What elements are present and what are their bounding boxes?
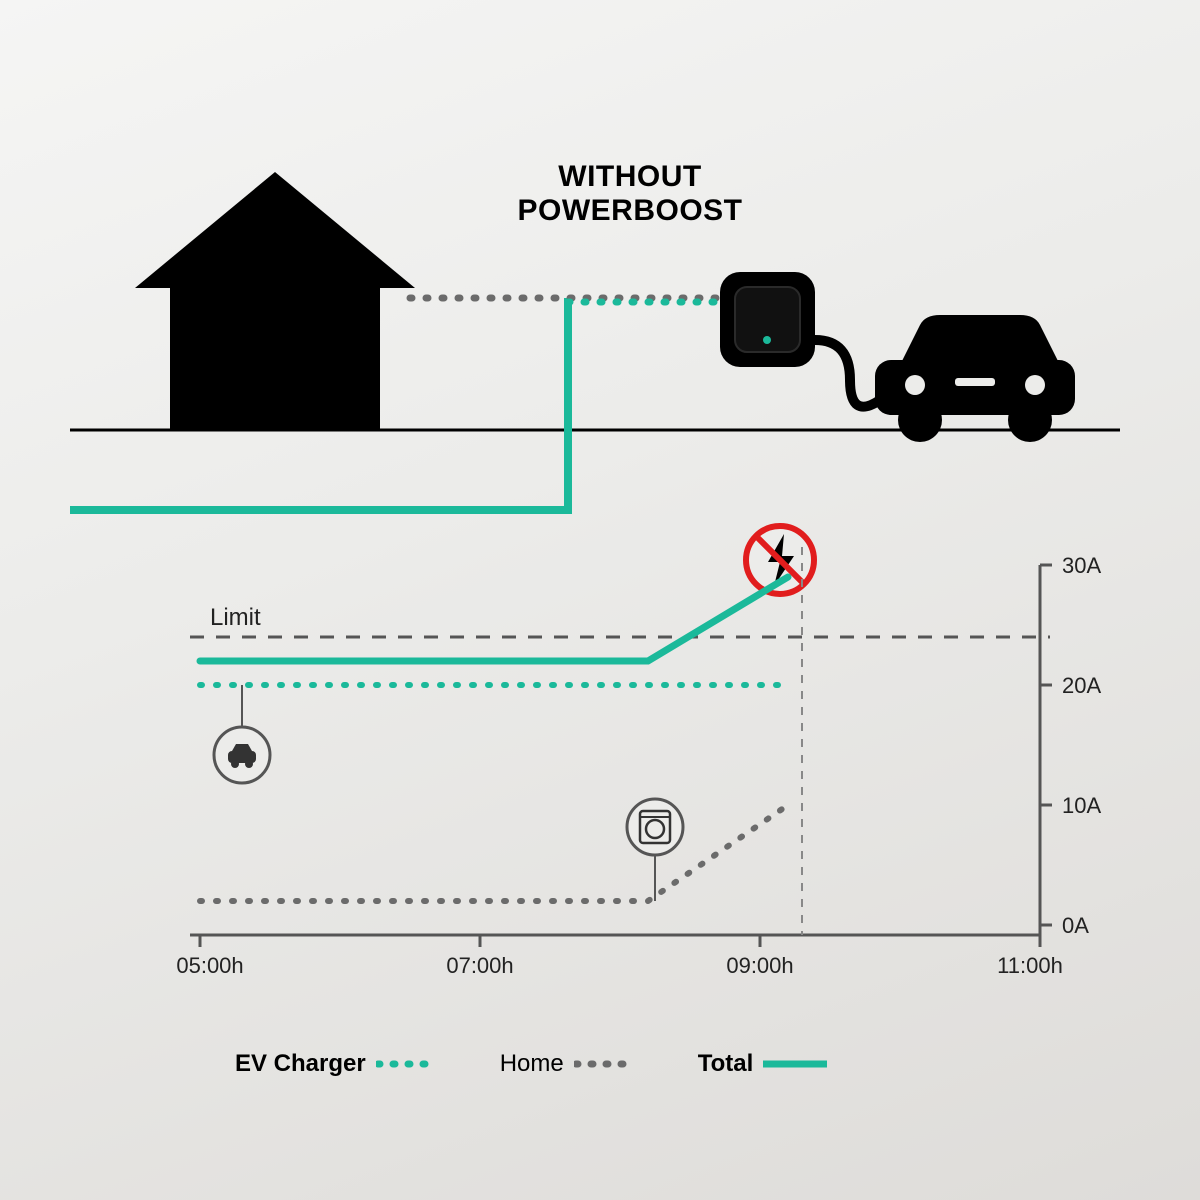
legend-total-label: Total	[698, 1050, 754, 1078]
series-total	[200, 577, 788, 661]
x-ticks: 05:00h 07:00h 09:00h 11:00h	[176, 935, 1062, 978]
ytick-20: 20A	[1062, 673, 1101, 698]
legend-home: Home	[500, 1050, 638, 1078]
ytick-10: 10A	[1062, 793, 1101, 818]
xtick-11: 11:00h	[997, 953, 1063, 978]
house-icon	[135, 172, 415, 430]
series-home	[200, 805, 788, 901]
ytick-0: 0A	[1062, 913, 1089, 938]
xtick-05: 05:00h	[176, 953, 243, 978]
car-icon	[875, 315, 1075, 442]
legend-ev-charger: EV Charger	[235, 1050, 440, 1078]
y-ticks: 0A 10A 20A 30A	[1040, 553, 1101, 938]
xtick-07: 07:00h	[446, 953, 513, 978]
xtick-09: 09:00h	[726, 953, 793, 978]
car-marker-icon	[214, 685, 270, 783]
legend: EV Charger Home Total	[235, 1050, 827, 1078]
wallbox-charger-icon	[720, 272, 880, 407]
legend-total: Total	[698, 1050, 828, 1078]
legend-ev-label: EV Charger	[235, 1050, 366, 1078]
power-chart: 0A 10A 20A 30A 05:00h 07:00h 09:00h 11:0…	[0, 520, 1200, 1000]
ytick-30: 30A	[1062, 553, 1101, 578]
limit-label: Limit	[210, 604, 261, 631]
scene-diagram	[0, 0, 1200, 560]
legend-home-label: Home	[500, 1050, 564, 1078]
